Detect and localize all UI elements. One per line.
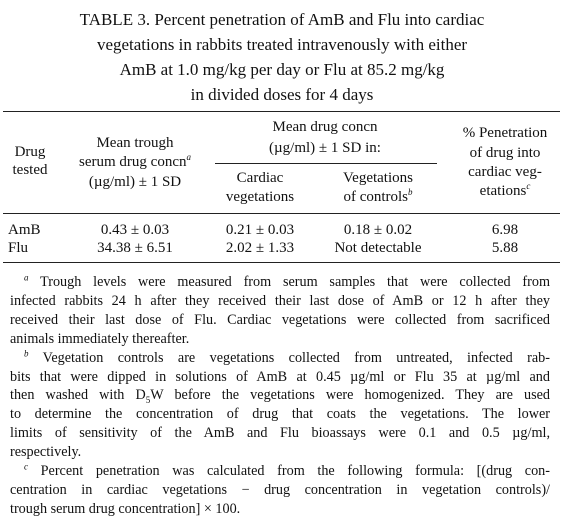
footnote-line: a Trough levels were measured from serum…	[24, 273, 550, 291]
table-cell: Flu	[8, 240, 29, 256]
header-cell: (µg/ml) ± 1 SD	[88, 174, 182, 190]
header-cell: Drug	[14, 144, 46, 160]
superscript: c	[24, 461, 28, 472]
rule	[3, 262, 560, 263]
header-cell: Vegetations	[343, 170, 413, 186]
superscript: b	[24, 347, 29, 358]
footnote-line: respectively.	[10, 444, 82, 461]
footnote-line: limits of sensitivity of the AmB and Flu…	[10, 425, 550, 442]
footnote-line: trough serum drug concentration] × 100.	[10, 500, 241, 517]
header-cell: cardiac veg-	[468, 164, 542, 180]
title-line: AmB at 1.0 mg/kg per day or Flu at 85.2 …	[119, 60, 445, 79]
footnote-line: c Percent penetration was calculated fro…	[24, 462, 550, 480]
rule	[3, 213, 560, 214]
header-cell: (µg/ml) ± 1 SD in:	[269, 140, 381, 156]
header-cell: Cardiac	[236, 170, 284, 186]
header-cell: Mean trough	[96, 135, 174, 151]
footnote-line: centration in cardiac vegetations − drug…	[10, 481, 550, 498]
header-cell: serum drug concna	[45, 153, 225, 171]
subscript: 5	[145, 395, 151, 406]
text-segment: etations	[479, 183, 527, 199]
footnote-line: to determine the concentration of drug t…	[10, 406, 550, 423]
footnote-line: animals immediately thereafter.	[10, 330, 190, 347]
table-cell: 5.88	[491, 240, 519, 256]
table-cell: 0.43 ± 0.03	[100, 222, 170, 238]
text-segment: then washed with D	[10, 387, 146, 404]
header-cell: tested	[12, 162, 48, 178]
table-cell: 0.21 ± 0.03	[225, 222, 295, 238]
header-cell: of drug into	[469, 145, 541, 161]
header-cell: of controlsb	[313, 188, 443, 206]
title-line: vegetations in rabbits treated intraveno…	[96, 35, 468, 54]
title-line: in divided doses for 4 days	[190, 85, 374, 104]
table-cell: 34.38 ± 6.51	[97, 240, 173, 256]
footnote-line: bits that were dipped in solutions of Am…	[10, 368, 550, 385]
header-cell: % Penetration	[462, 125, 548, 141]
table-cell: 0.18 ± 0.02	[343, 222, 413, 238]
title-line: TABLE 3. Percent penetration of AmB and …	[79, 10, 485, 29]
rule	[215, 163, 437, 164]
text-segment: Trough levels were measured from serum s…	[28, 274, 550, 290]
footnote-line: b Vegetation controls are vegetations co…	[24, 347, 550, 367]
table-cell: Not detectable	[334, 240, 422, 256]
superscript: a	[24, 272, 29, 283]
header-cell: vegetations	[225, 189, 295, 205]
superscript: a	[186, 152, 191, 162]
rule	[3, 111, 560, 112]
text-segment: Vegetation controls are vegetations coll…	[28, 349, 550, 366]
text-segment: W before the vegetations were homogenize…	[150, 387, 550, 404]
text-segment: Percent penetration was calculated from …	[28, 463, 550, 479]
text-segment: serum drug concn	[79, 154, 187, 170]
header-cell: Mean drug concn	[272, 119, 378, 135]
footnote-line: then washed with D5W before the vegetati…	[10, 386, 550, 404]
footnote-line: received their last dose of Flu. Cardiac…	[10, 311, 550, 328]
table-cell: AmB	[8, 222, 41, 238]
superscript: c	[526, 181, 531, 191]
table-cell: 6.98	[491, 222, 519, 238]
text-segment: of controls	[343, 189, 409, 205]
header-cell: etationsc	[445, 182, 564, 200]
table-cell: 2.02 ± 1.33	[225, 240, 295, 256]
superscript: b	[408, 187, 413, 197]
footnote-line: infected rabbits 24 h after they receive…	[10, 292, 550, 309]
